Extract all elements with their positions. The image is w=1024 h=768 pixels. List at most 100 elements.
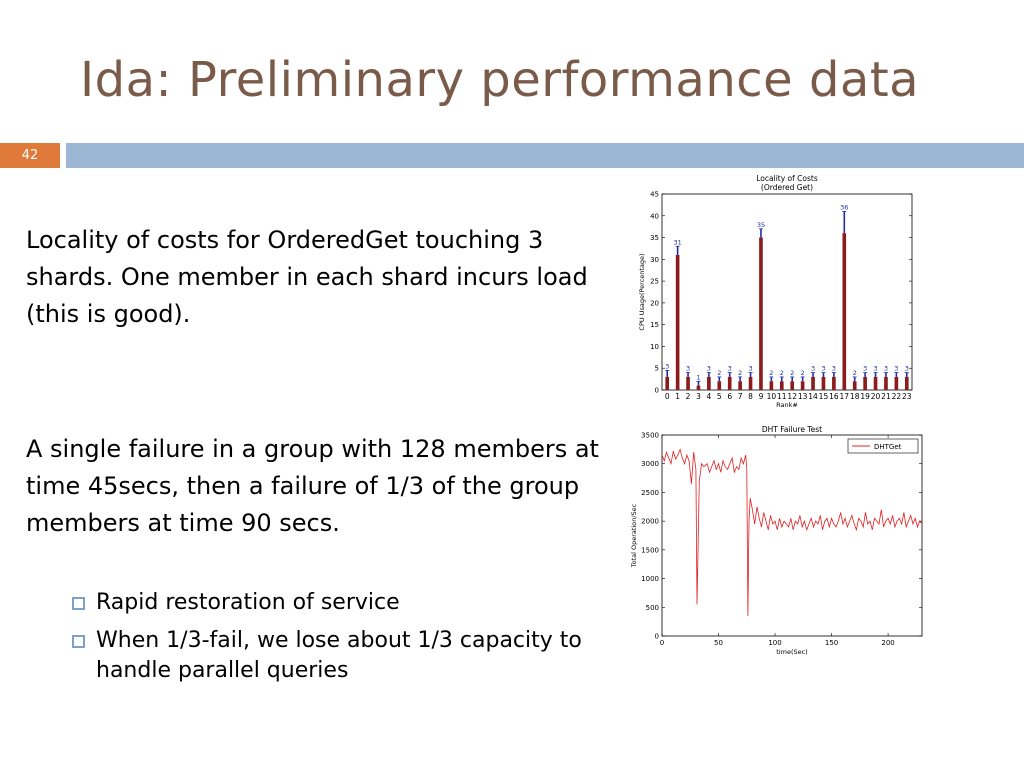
chart1-bar-label: 2 (780, 369, 784, 377)
chart1-ytick-label: 30 (650, 256, 659, 264)
chart1-bar-label: 3 (821, 365, 825, 373)
chart1-bar (748, 376, 753, 390)
chart1-xtick-label: 5 (717, 392, 722, 401)
chart1-xtick-label: 20 (871, 392, 881, 401)
chart2-ytick-label: 2500 (641, 489, 659, 497)
chart1-ytick-label: 40 (650, 212, 659, 220)
chart1-ytick-label: 0 (655, 387, 659, 395)
bullet-text: When 1/3-fail, we lose about 1/3 capacit… (96, 628, 582, 683)
chart1-bar-label: 3 (707, 365, 711, 373)
dht-failure-test-chart: DHT Failure Test050010001500200025003000… (630, 425, 923, 656)
chart2-ytick-label: 1000 (641, 575, 659, 583)
chart1-bar (894, 376, 899, 390)
chart1-bar-label: 1 (696, 373, 700, 381)
chart2-title: DHT Failure Test (762, 425, 822, 434)
chart1-xtick-label: 22 (892, 392, 902, 401)
chart1-bar (832, 376, 836, 390)
chart1-bar-label: 2 (801, 369, 805, 377)
chart1-xtick-label: 14 (808, 392, 818, 401)
chart1-xtick-label: 21 (881, 392, 891, 401)
chart1-xtick-label: 23 (902, 392, 912, 401)
slide-title: Ida: Preliminary performance data (80, 52, 920, 108)
chart2-series-line (661, 448, 923, 616)
chart2-xtick-label: 100 (768, 639, 781, 647)
chart2-ytick-label: 2000 (641, 518, 659, 526)
chart1-bar-label: 3 (863, 365, 867, 373)
chart1-frame (661, 193, 913, 391)
chart1-bar (852, 381, 857, 390)
chart1-bar-label: 3 (748, 365, 752, 373)
chart1-bar (811, 376, 815, 390)
bullet-item: When 1/3-fail, we lose about 1/3 capacit… (70, 626, 600, 686)
chart1-bar-label: 3 (832, 365, 836, 373)
bullet-list: Rapid restoration of service When 1/3-fa… (70, 588, 600, 694)
locality-of-costs-chart: Locality of Costs(Ordered Get)0510152025… (638, 174, 913, 409)
chart1-xtick-label: 10 (767, 392, 777, 401)
chart1-bar-label: 2 (717, 369, 721, 377)
chart1-bar-label: 3 (811, 365, 815, 373)
chart1-bar (665, 376, 670, 390)
chart1-bar (904, 376, 909, 390)
chart1-bar (727, 376, 732, 390)
chart1-bar-label: 3 (686, 365, 690, 373)
chart1-bar (863, 376, 867, 390)
chart1-bar (779, 381, 784, 390)
chart2-ytick-label: 3500 (641, 432, 659, 440)
chart1-bar (759, 237, 763, 390)
chart1-xtick-label: 0 (665, 392, 670, 401)
chart1-title: Locality of Costs (756, 174, 818, 183)
chart1-xtick-label: 8 (748, 392, 753, 401)
chart1-ytick-label: 45 (650, 191, 659, 199)
chart1-xtick-label: 16 (829, 392, 839, 401)
chart2-ytick-label: 0 (655, 633, 659, 641)
square-bullet-icon (72, 635, 85, 648)
chart1-xtick-label: 17 (840, 392, 850, 401)
chart1-bar (842, 233, 847, 390)
bullet-text: Rapid restoration of service (96, 590, 400, 615)
chart1-bar (717, 381, 722, 390)
chart1-bar (769, 381, 774, 390)
chart1-ytick-label: 25 (650, 278, 659, 286)
chart1-bar (790, 381, 795, 390)
chart1-bar (707, 376, 711, 390)
chart1-ytick-label: 15 (650, 321, 659, 329)
chart1-xtick-label: 2 (686, 392, 691, 401)
chart1-bar (696, 385, 701, 390)
chart1-bar-label: 3 (873, 365, 877, 373)
chart1-xtick-label: 19 (860, 392, 870, 401)
chart1-xtick-label: 6 (727, 392, 732, 401)
chart1-xtick-label: 1 (675, 392, 680, 401)
chart2-xtick-label: 50 (714, 639, 723, 647)
chart1-xtick-label: 15 (819, 392, 829, 401)
chart1-bar (675, 254, 680, 390)
chart1-bar-label: 36 (840, 203, 848, 211)
chart1-xlabel: Rank# (776, 401, 798, 409)
chart1-xtick-label: 12 (787, 392, 797, 401)
slide-number: 42 (0, 143, 60, 168)
chart2-xlabel: time(Sec) (776, 648, 807, 656)
chart1-bar-label: 3 (905, 365, 909, 373)
bullet-item: Rapid restoration of service (70, 588, 600, 618)
chart1-xtick-label: 3 (696, 392, 701, 401)
paragraph-failure: A single failure in a group with 128 mem… (26, 435, 599, 537)
chart2-ytick-label: 1500 (641, 546, 659, 554)
chart1-bar-label: 2 (769, 369, 773, 377)
chart1-xtick-label: 11 (777, 392, 787, 401)
chart1-ytick-label: 35 (650, 234, 659, 242)
chart1-bar (873, 376, 878, 390)
chart1-bar-label: 2 (738, 369, 742, 377)
chart2-xtick-label: 0 (660, 639, 664, 647)
chart1-bar (686, 376, 690, 390)
chart1-bar (821, 376, 826, 390)
chart1-ytick-label: 5 (655, 365, 659, 373)
square-bullet-icon (72, 597, 85, 610)
chart1-ytick-label: 10 (650, 343, 659, 351)
chart2-frame (661, 434, 923, 637)
chart2-legend (847, 438, 919, 454)
chart2-legend-label: DHTGet (874, 443, 902, 451)
chart1-xtick-label: 7 (738, 392, 743, 401)
chart1-bar (800, 381, 805, 390)
chart1-bar-label: 31 (673, 238, 681, 246)
chart1-bar-label: 2 (790, 369, 794, 377)
chart1-bar-label: 3 (894, 365, 898, 373)
